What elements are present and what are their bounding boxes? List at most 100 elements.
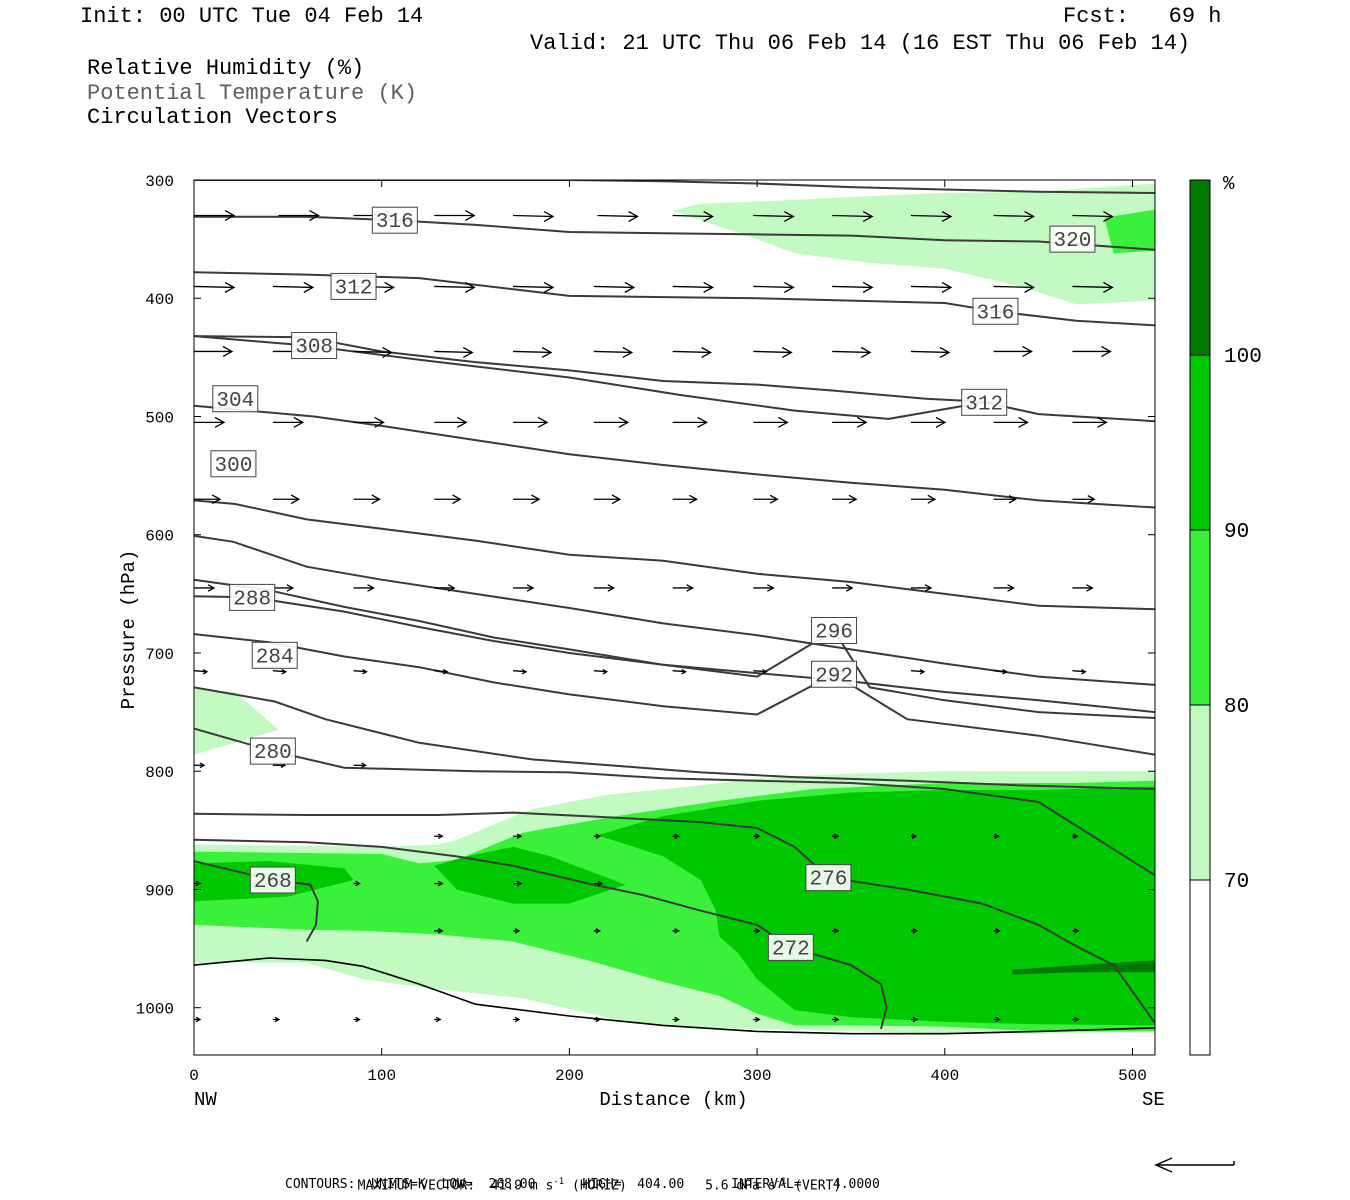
circulation-vector bbox=[513, 928, 521, 934]
circulation-vector bbox=[672, 494, 698, 504]
circulation-vector bbox=[353, 584, 375, 592]
circulation-vector bbox=[434, 416, 468, 428]
circulation-vector bbox=[910, 494, 937, 504]
circulation-vector bbox=[832, 210, 874, 222]
circulation-vector bbox=[434, 668, 449, 675]
circulation-vector bbox=[910, 928, 919, 934]
circulation-vector bbox=[434, 209, 476, 221]
y-tick-label: 1000 bbox=[136, 1001, 174, 1019]
circulation-vector bbox=[434, 928, 444, 934]
theta-label-box bbox=[972, 297, 1019, 325]
circulation-vector bbox=[672, 346, 712, 358]
circulation-vector bbox=[672, 584, 694, 592]
circulation-vector bbox=[753, 281, 795, 293]
theta-label: 316 bbox=[376, 211, 414, 234]
x-end-label-se: SE bbox=[1142, 1089, 1165, 1111]
circulation-vector bbox=[993, 928, 1001, 934]
init-time: Init: 00 UTC Tue 04 Feb 14 bbox=[80, 4, 424, 29]
colorbar-label: 80 bbox=[1224, 696, 1249, 719]
circulation-vector bbox=[513, 668, 528, 675]
circulation-vector bbox=[1072, 1016, 1080, 1023]
circulation-vector bbox=[194, 281, 236, 293]
circulation-vector bbox=[353, 1016, 361, 1023]
forecast-hour: Fcst: 69 h bbox=[1063, 4, 1222, 29]
circulation-vector bbox=[910, 416, 947, 428]
y-axis-label: Pressure (hPa) bbox=[118, 550, 140, 710]
contour-info: CONTOURS: UNITS=K LOW= 268.00 HIGH= 404.… bbox=[285, 1177, 880, 1192]
max-vector-horiz: 41.9 m s bbox=[490, 1178, 554, 1194]
circulation-vector bbox=[434, 880, 444, 887]
y-tick-label: 700 bbox=[145, 646, 174, 664]
x-tick-label: 0 bbox=[189, 1067, 199, 1085]
circulation-vector bbox=[194, 1016, 202, 1023]
circulation-vector bbox=[278, 209, 320, 221]
circulation-vector bbox=[1072, 210, 1114, 222]
circulation-vector bbox=[1072, 345, 1112, 357]
circulation-vector bbox=[272, 668, 288, 675]
circulation-vector bbox=[593, 584, 616, 592]
circulation-vector bbox=[593, 833, 602, 840]
circulation-vector bbox=[434, 281, 476, 293]
theta-label-box bbox=[251, 641, 298, 669]
circulation-vector bbox=[1072, 495, 1096, 504]
theta-label: 300 bbox=[215, 455, 253, 478]
circulation-vector bbox=[753, 494, 779, 504]
max-vector-horiz-unit: (HORIZ) bbox=[572, 1178, 627, 1194]
circulation-vector bbox=[1072, 584, 1094, 592]
circulation-vector bbox=[513, 1016, 521, 1023]
theta-label: 288 bbox=[233, 588, 271, 611]
theta-contour-280 bbox=[194, 727, 1155, 877]
theta-contour-316 bbox=[194, 215, 1155, 251]
circulation-vector bbox=[753, 1016, 761, 1023]
circulation-vector bbox=[597, 210, 639, 222]
theta-contour-312 bbox=[194, 335, 1155, 423]
max-vector-vert: 5.6 dPa s bbox=[705, 1178, 776, 1194]
x-tick-label: 500 bbox=[1118, 1067, 1147, 1085]
field-title-vectors: Circulation Vectors bbox=[87, 105, 338, 130]
circulation-vector bbox=[593, 494, 622, 505]
y-tick-label: 800 bbox=[145, 764, 174, 782]
theta-label-box bbox=[249, 737, 296, 765]
colorbar-label: 70 bbox=[1224, 871, 1249, 894]
circulation-vector bbox=[353, 668, 368, 675]
theta-label-box bbox=[961, 388, 1008, 416]
circulation-vector bbox=[593, 346, 634, 358]
circulation-vector bbox=[672, 833, 680, 840]
circulation-vector bbox=[353, 494, 381, 505]
circulation-vector bbox=[593, 281, 636, 293]
theta-label-box bbox=[229, 583, 276, 611]
max-vector-line: MAXIMUM VECTOR: 41.9 m s-1 (HORIZ) 5.6 d… bbox=[357, 1177, 842, 1194]
colorbar-swatch bbox=[1190, 355, 1210, 530]
circulation-vector bbox=[434, 494, 462, 505]
circulation-vector bbox=[832, 1016, 840, 1023]
theta-label: 280 bbox=[254, 742, 292, 765]
circulation-vector bbox=[194, 762, 206, 769]
circulation-vector bbox=[593, 928, 602, 934]
circulation-vector bbox=[910, 1016, 919, 1023]
circulation-vector bbox=[753, 584, 775, 592]
circulation-vector bbox=[1072, 833, 1079, 840]
circulation-vector bbox=[513, 833, 523, 840]
circulation-vector bbox=[910, 210, 953, 222]
circulation-vector bbox=[672, 1016, 680, 1023]
field-title-rh: Relative Humidity (%) bbox=[87, 56, 365, 81]
theta-contour-288 bbox=[194, 595, 1155, 714]
circulation-vector bbox=[753, 346, 793, 358]
circulation-vector bbox=[513, 880, 523, 887]
circulation-vector bbox=[513, 210, 555, 222]
circulation-vector bbox=[993, 345, 1033, 357]
circulation-vector bbox=[353, 346, 393, 358]
theta-label: 276 bbox=[810, 869, 848, 892]
x-end-label-nw: NW bbox=[194, 1089, 217, 1111]
circulation-vector bbox=[194, 668, 209, 675]
colorbar-label: 100 bbox=[1224, 346, 1262, 369]
circulation-vector bbox=[672, 928, 680, 934]
circulation-vector bbox=[993, 210, 1035, 222]
theta-label-box bbox=[811, 660, 858, 688]
circulation-vector bbox=[1072, 668, 1087, 675]
circulation-vector bbox=[993, 833, 1000, 840]
plot-frame bbox=[193, 179, 1156, 1056]
circulation-vector bbox=[753, 416, 789, 428]
colorbar-swatch bbox=[1190, 705, 1210, 880]
circulation-vector bbox=[672, 281, 714, 293]
